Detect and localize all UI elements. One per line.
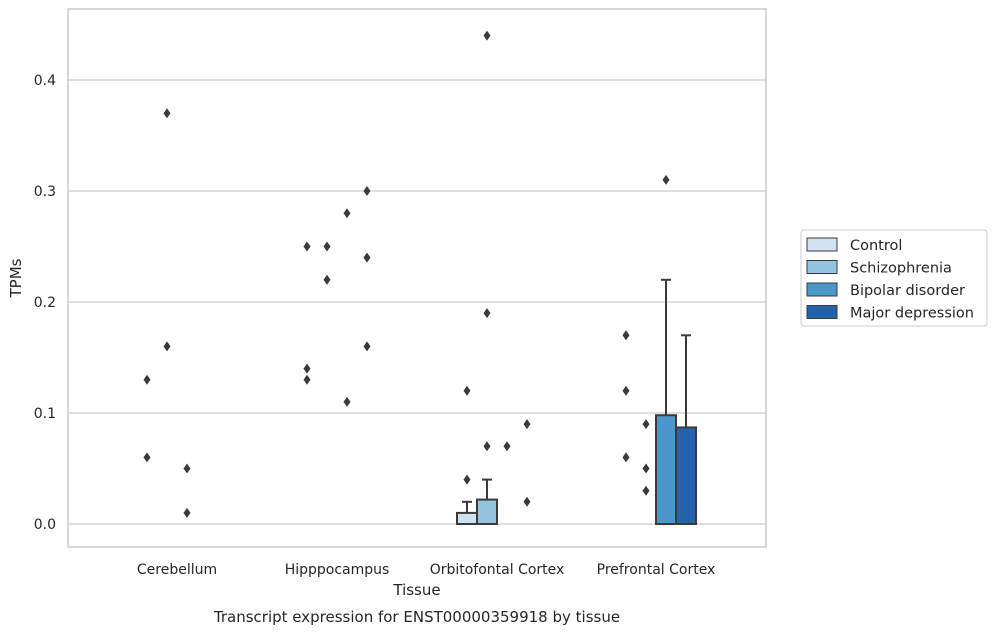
y-tick-labels: 0.0 0.1 0.2 0.3 0.4 (34, 73, 56, 533)
outlier-point (642, 419, 650, 430)
y-tick-label: 0.1 (34, 406, 56, 422)
plot-frame (67, 8, 767, 548)
outlier-point (662, 174, 670, 185)
outlier-point (483, 441, 491, 452)
bar (476, 498, 498, 525)
bars (456, 414, 697, 526)
outlier-point (143, 374, 151, 385)
legend-label: Schizophrenia (850, 261, 952, 277)
outlier-point (483, 30, 491, 41)
x-tick-label: Prefrontal Cortex (597, 562, 716, 578)
outlier-point (183, 507, 191, 518)
outlier-point (343, 208, 351, 219)
outlier-point (622, 330, 630, 341)
outlier-point (323, 241, 331, 252)
outlier-point (183, 463, 191, 474)
legend-swatch (806, 237, 838, 252)
legend-label: Bipolar disorder (850, 283, 965, 299)
outlier-point (303, 374, 311, 385)
outlier-point (622, 452, 630, 463)
bar (655, 414, 677, 525)
outlier-point (163, 341, 171, 352)
outlier-point (163, 108, 171, 119)
x-tick-label: Cerebellum (137, 562, 217, 578)
y-tick-label: 0.4 (34, 73, 56, 89)
outlier-point (303, 363, 311, 374)
x-tick-label: Hipppocampus (285, 562, 390, 578)
outlier-point (463, 385, 471, 396)
x-axis-label: Tissue (392, 581, 440, 599)
legend-box (800, 229, 988, 327)
outlier-point (343, 396, 351, 407)
outlier-point (303, 241, 311, 252)
error-bars (462, 278, 691, 513)
x-tick-labels: Cerebellum Hipppocampus Orbitofontal Corte… (137, 562, 715, 578)
legend-swatch (806, 282, 838, 297)
outlier-point (523, 496, 531, 507)
chart-title: Transcript expression for ENST0000035991… (213, 608, 620, 626)
outlier-point (642, 463, 650, 474)
x-tick-label: Orbitofontal Cortex (430, 562, 565, 578)
outlier-point (642, 485, 650, 496)
outlier-point (463, 474, 471, 485)
y-tick-label: 0.0 (34, 517, 56, 533)
outlier-point (503, 441, 511, 452)
y-axis-label: TPMs (7, 258, 25, 298)
bar (675, 426, 697, 525)
outlier-point (143, 452, 151, 463)
outlier-point (363, 252, 371, 263)
outlier-points (143, 30, 670, 518)
outlier-point (323, 274, 331, 285)
gridlines (68, 79, 766, 525)
outlier-point (622, 385, 630, 396)
legend-swatch (806, 305, 838, 319)
y-tick-label: 0.3 (34, 184, 56, 200)
outlier-point (363, 186, 371, 196)
legend: Control Schizophrenia Bipolar disorder Majo… (800, 229, 988, 327)
y-tick-label: 0.2 (34, 295, 56, 311)
bar (456, 511, 478, 526)
outlier-point (483, 308, 491, 319)
outlier-point (523, 419, 531, 430)
legend-label: Major depression (850, 306, 974, 322)
legend-swatch (806, 260, 838, 274)
legend-label: Control (850, 238, 902, 254)
outlier-point (363, 341, 371, 352)
